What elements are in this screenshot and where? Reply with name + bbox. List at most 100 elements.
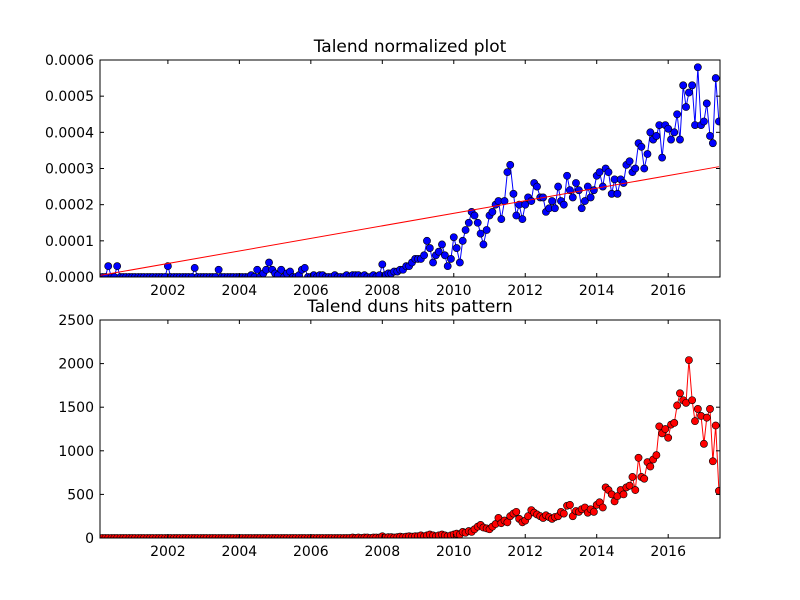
- marker: [619, 490, 628, 499]
- marker: [190, 264, 199, 272]
- marker: [670, 418, 679, 427]
- marker: [533, 182, 541, 191]
- marker: [637, 142, 646, 151]
- marker: [700, 439, 708, 448]
- marker: [559, 200, 568, 209]
- marker: [652, 132, 661, 140]
- marker: [476, 229, 485, 238]
- marker: [447, 255, 455, 263]
- x-tick-label: 2016: [650, 283, 686, 299]
- y-tick-label: 1000: [58, 444, 94, 460]
- marker: [503, 168, 512, 177]
- x-tick-label: 2002: [150, 544, 186, 560]
- marker: [559, 509, 568, 518]
- x-tick-label: 2008: [364, 544, 400, 560]
- marker: [512, 211, 521, 220]
- marker: [548, 197, 556, 205]
- marker: [572, 179, 580, 187]
- marker: [527, 197, 536, 205]
- marker: [277, 265, 286, 274]
- marker: [461, 226, 470, 234]
- marker: [482, 226, 491, 234]
- marker: [646, 128, 655, 137]
- marker: [715, 117, 720, 126]
- marker: [715, 487, 720, 495]
- marker: [470, 211, 479, 220]
- marker: [425, 244, 434, 252]
- marker: [512, 507, 521, 516]
- marker: [628, 473, 637, 481]
- marker: [688, 81, 697, 90]
- marker: [443, 262, 452, 271]
- marker: [706, 132, 714, 140]
- plot-area: [100, 63, 720, 277]
- marker: [473, 218, 482, 227]
- marker: [113, 262, 122, 271]
- marker: [613, 189, 622, 198]
- marker: [554, 182, 563, 191]
- marker: [566, 500, 574, 509]
- marker: [700, 117, 708, 126]
- y-tick-label: 0: [85, 531, 94, 547]
- marker: [566, 186, 574, 195]
- x-tick-label: 2006: [293, 283, 329, 299]
- x-tick-label: 2016: [650, 544, 686, 560]
- marker: [625, 157, 634, 166]
- marker: [631, 486, 640, 494]
- marker: [163, 262, 172, 271]
- marker: [640, 474, 649, 483]
- marker: [693, 63, 702, 72]
- marker: [664, 124, 673, 133]
- marker: [589, 507, 598, 516]
- x-tick-label: 2004: [222, 283, 258, 299]
- x-tick-label: 2010: [436, 544, 472, 560]
- marker: [581, 197, 589, 205]
- x-tick-label: 2002: [150, 283, 186, 299]
- marker: [420, 251, 429, 260]
- x-tick-label: 2008: [364, 283, 400, 299]
- marker: [667, 135, 675, 144]
- marker: [551, 204, 559, 213]
- marker: [104, 262, 113, 271]
- x-tick-label: 2014: [579, 283, 615, 299]
- marker: [685, 88, 693, 97]
- marker: [577, 204, 586, 213]
- marker: [673, 401, 682, 410]
- marker: [506, 160, 515, 169]
- marker: [563, 171, 571, 180]
- marker: [676, 389, 684, 398]
- marker: [691, 417, 699, 426]
- x-tick-label: 2012: [507, 283, 543, 299]
- marker: [706, 405, 714, 413]
- y-tick-label: 1500: [58, 400, 94, 416]
- marker: [589, 186, 598, 195]
- marker: [670, 128, 679, 137]
- chart-title: Talend normalized plot: [313, 37, 507, 57]
- marker: [429, 258, 437, 267]
- marker: [455, 258, 464, 267]
- marker: [711, 74, 720, 82]
- marker: [652, 451, 661, 460]
- marker: [518, 215, 527, 224]
- marker: [693, 405, 702, 413]
- marker: [702, 413, 711, 422]
- marker: [452, 244, 461, 252]
- marker: [598, 503, 607, 512]
- marker: [265, 258, 273, 267]
- y-tick-label: 0.0002: [45, 198, 94, 214]
- marker: [440, 251, 449, 260]
- y-tick-label: 2500: [58, 313, 94, 329]
- marker: [664, 433, 673, 442]
- x-tick-label: 2006: [293, 544, 329, 560]
- marker: [449, 233, 458, 242]
- marker: [464, 218, 473, 227]
- y-tick-label: 0.0001: [45, 234, 94, 250]
- marker: [702, 99, 711, 108]
- marker: [658, 153, 667, 162]
- marker: [434, 247, 443, 256]
- marker: [438, 240, 446, 249]
- marker: [574, 186, 583, 195]
- x-tick-label: 2010: [436, 283, 472, 299]
- marker: [625, 481, 634, 490]
